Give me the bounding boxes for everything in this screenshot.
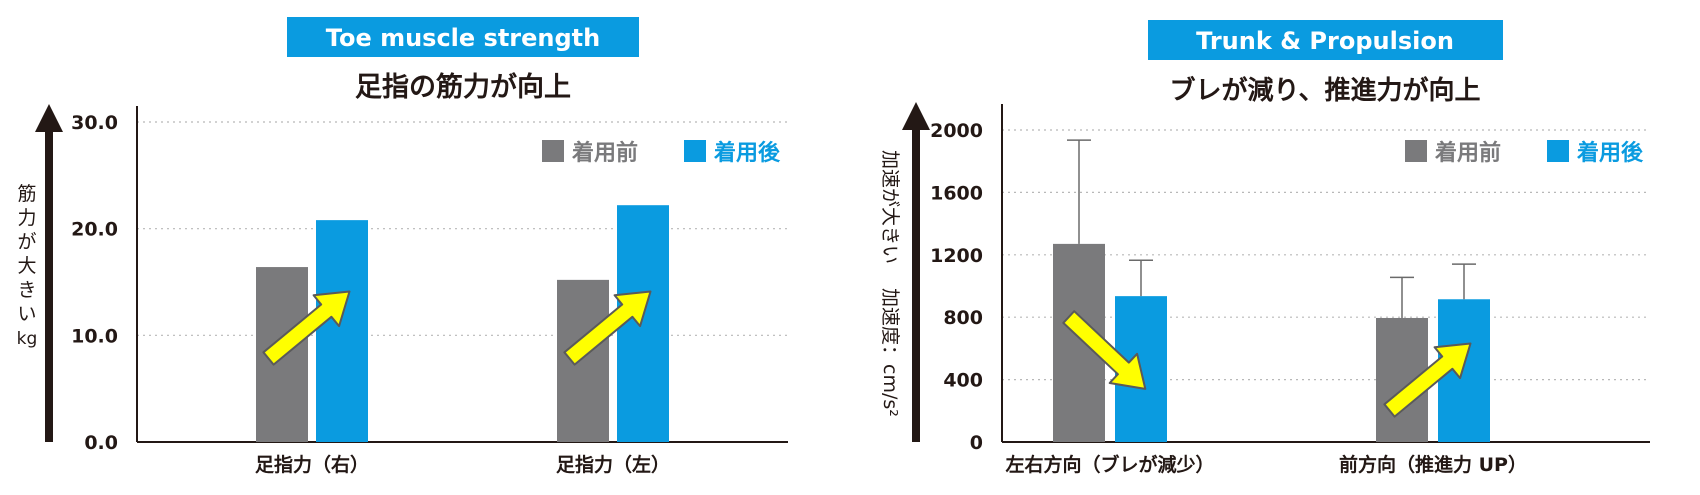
chart-right-title: ブレが減り、推進力が向上 [1170, 75, 1481, 106]
y-axis-label-char: 力 [17, 207, 36, 229]
y-axis-label-char: き [17, 279, 36, 301]
y-ticks-right: 0 400 800 1200 1600 2000 [930, 120, 983, 454]
chart-left-title: 足指の筋力が向上 [355, 71, 571, 103]
legend-swatch-after [684, 140, 706, 162]
bar-before-1 [557, 279, 609, 442]
trend-arrow-up-icon [1383, 342, 1472, 418]
legend-label-after: 着用後 [713, 140, 781, 166]
legend-swatch-before [542, 140, 564, 162]
trend-arrow-up-icon [262, 290, 351, 366]
legend-label-before: 着用前 [571, 140, 638, 166]
y-tick-label: 1200 [930, 245, 983, 267]
badge-right [1148, 20, 1503, 60]
y-axis-label-char: kg [17, 329, 38, 349]
y-axis-label-char: 筋 [17, 183, 36, 205]
x-tick-label: 足指力（左） [556, 453, 670, 476]
y-ticks-left: 0.0 10.0 20.0 30.0 [71, 112, 118, 454]
x-tick-label: 前方向（推進力 UP） [1339, 453, 1527, 476]
x-tick-label: 足指力（右） [255, 453, 369, 476]
bars-right [1053, 139, 1490, 442]
legend-swatch-before [1405, 140, 1427, 162]
badge-right-label: Trunk & Propulsion [1196, 27, 1454, 55]
y-tick-label: 0.0 [84, 432, 118, 454]
trend-arrows-right [1062, 310, 1472, 418]
y-tick-label: 30.0 [71, 112, 118, 134]
y-axis-label-line-1: 加速が大きい [879, 150, 901, 264]
trend-arrow-down-icon [1062, 310, 1147, 390]
trend-arrow-up-icon [563, 290, 652, 366]
y-tick-label: 2000 [930, 120, 983, 142]
x-tick-labels-left: 足指力（右） 足指力（左） [255, 453, 670, 476]
grid-left [137, 121, 788, 336]
grid-right [1002, 129, 1650, 381]
legend-label-after: 着用後 [1576, 140, 1644, 166]
y-axis-label-char: い [17, 303, 36, 325]
y-tick-label: 0 [970, 432, 983, 454]
trend-arrows-left [262, 290, 652, 366]
legend-swatch-after [1547, 140, 1569, 162]
legend-label-before: 着用前 [1434, 140, 1501, 166]
legend-left: 着用前 着用後 [542, 140, 781, 166]
y-tick-label: 800 [943, 307, 983, 329]
y-axis-label-char: 大 [17, 255, 36, 277]
x-tick-label: 左右方向（ブレが減少） [1005, 453, 1214, 476]
bar-after-0 [316, 220, 368, 442]
chart-right: Trunk & Propulsion ブレが減り、推進力が向上 加速が大きい加速… [879, 20, 1650, 476]
badge-left [287, 17, 639, 57]
y-axis-arrow-left [35, 104, 63, 442]
y-tick-label: 10.0 [71, 325, 118, 347]
badge-left-label: Toe muscle strength [326, 24, 600, 52]
y-axis-label-line-2: 加速度：cm/s² [879, 288, 901, 417]
y-tick-label: 400 [943, 370, 983, 392]
y-tick-label: 20.0 [71, 219, 118, 241]
x-tick-labels-right: 左右方向（ブレが減少） 前方向（推進力 UP） [1005, 453, 1526, 476]
y-axis-label-char: が [17, 231, 36, 253]
legend-right: 着用前 着用後 [1405, 140, 1644, 166]
y-tick-label: 1600 [930, 182, 983, 204]
y-axis-arrow-right [902, 102, 930, 442]
